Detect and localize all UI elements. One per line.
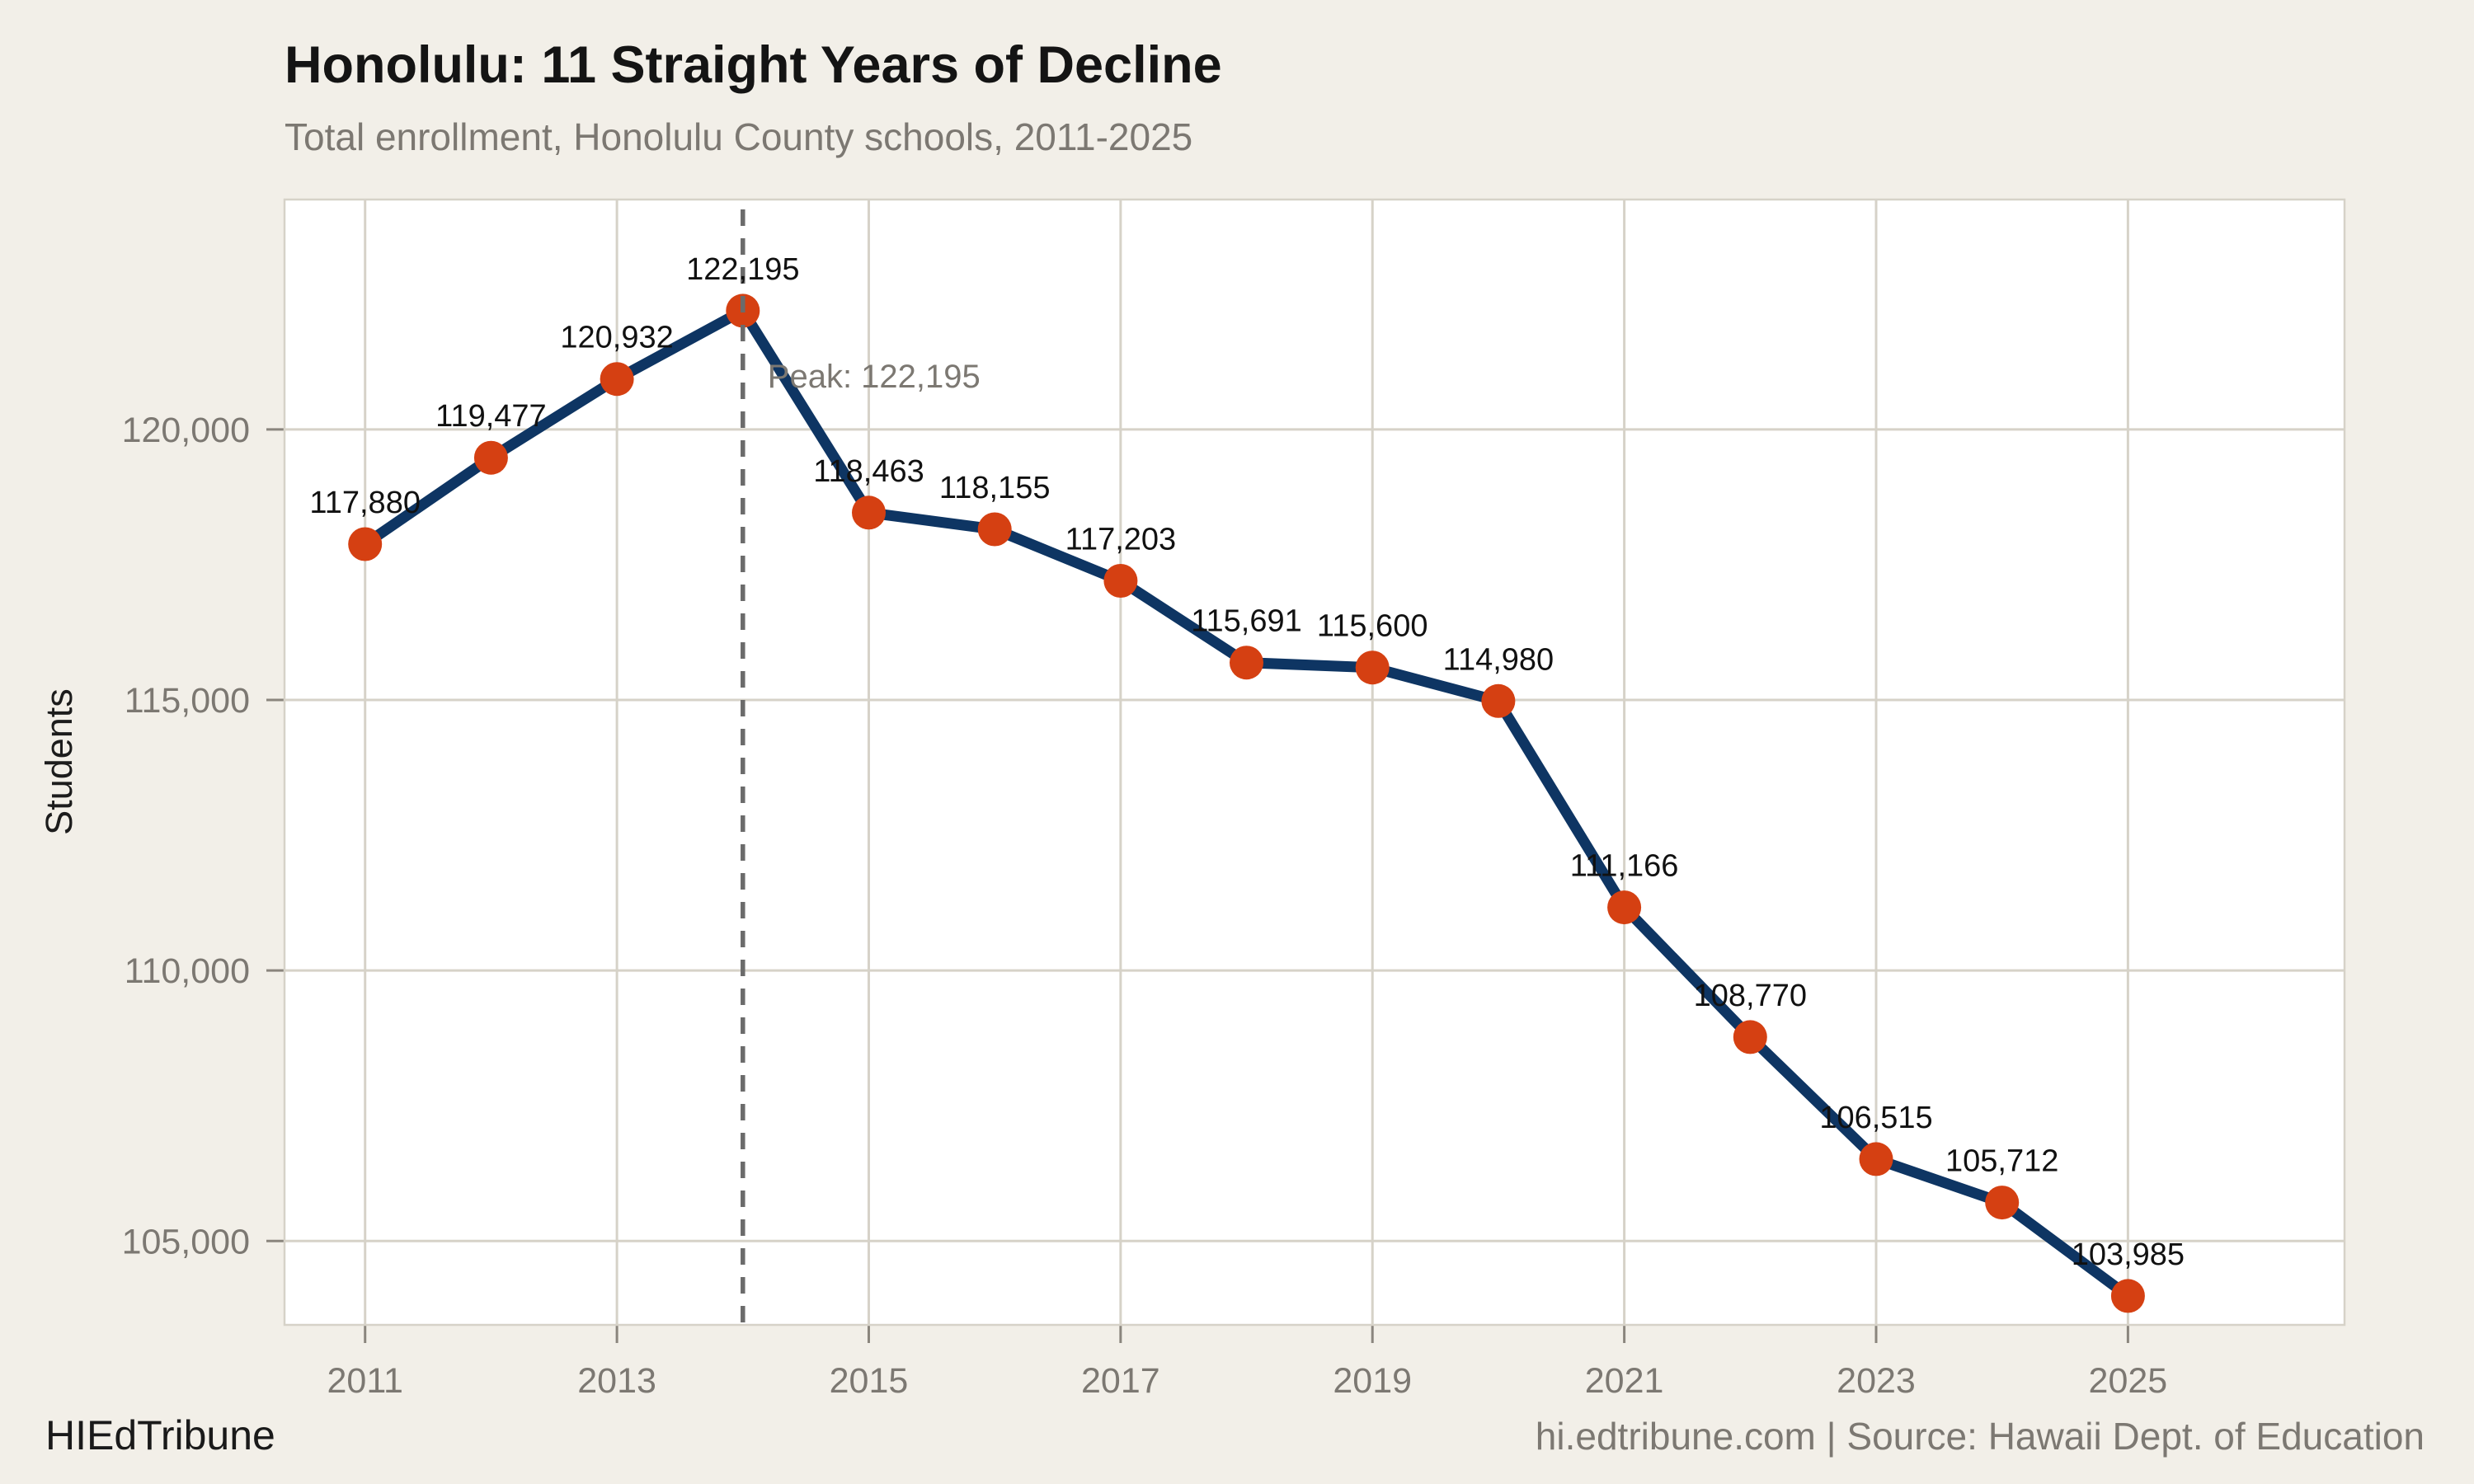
data-point-label: 108,770 xyxy=(1694,979,1807,1013)
data-point-label: 119,477 xyxy=(435,399,547,434)
footer: HIEdTribune hi.edtribune.com | Source: H… xyxy=(45,1411,2425,1459)
data-point-label: 105,712 xyxy=(1945,1144,2058,1179)
brand-text: HIEdTribune xyxy=(45,1412,275,1458)
data-point-label: 118,155 xyxy=(939,471,1051,505)
chart-title: Honolulu: 11 Straight Years of Decline xyxy=(285,36,1222,94)
data-point-marker xyxy=(1355,650,1390,685)
data-point-marker xyxy=(1481,683,1516,718)
x-tick-label: 2011 xyxy=(327,1361,402,1401)
data-point-marker xyxy=(852,495,886,530)
data-point-marker xyxy=(1859,1142,1893,1176)
data-point-label: 117,203 xyxy=(1065,523,1177,557)
data-point-marker xyxy=(1733,1020,1767,1054)
data-point-marker xyxy=(1985,1186,2020,1220)
y-tick-label: 105,000 xyxy=(122,1222,250,1261)
x-tick-label: 2017 xyxy=(1081,1361,1160,1401)
data-point-label: 122,195 xyxy=(686,252,799,287)
data-point-label: 115,600 xyxy=(1317,609,1428,644)
data-point-label: 106,515 xyxy=(1819,1101,1932,1135)
data-point-label: 117,880 xyxy=(309,486,421,520)
data-point-marker xyxy=(348,527,383,561)
data-point-label: 120,932 xyxy=(560,321,673,355)
data-point-marker xyxy=(1103,564,1138,598)
y-tick-label: 110,000 xyxy=(125,951,250,991)
data-point-label: 114,980 xyxy=(1443,642,1554,677)
data-point-marker xyxy=(473,440,508,475)
x-tick-label: 2015 xyxy=(830,1361,909,1401)
data-point-label: 115,691 xyxy=(1191,604,1302,639)
chart-subtitle: Total enrollment, Honolulu County school… xyxy=(285,115,1193,158)
data-point-marker xyxy=(977,512,1012,547)
y-tick-label: 115,000 xyxy=(125,681,250,721)
data-point-label: 118,463 xyxy=(813,454,924,489)
data-point-label: 111,166 xyxy=(1570,849,1679,884)
x-tick-label: 2021 xyxy=(1585,1361,1664,1401)
data-point-label: 103,985 xyxy=(2072,1237,2185,1272)
x-tick-label: 2019 xyxy=(1333,1361,1412,1401)
x-tick-label: 2025 xyxy=(2089,1361,2168,1401)
panel-border xyxy=(283,198,2346,1327)
data-point-marker xyxy=(600,362,634,397)
source-text: hi.edtribune.com | Source: Hawaii Dept. … xyxy=(1535,1415,2425,1458)
data-point-marker xyxy=(1607,890,1642,925)
x-tick-label: 2023 xyxy=(1837,1361,1916,1401)
data-point-marker xyxy=(1230,646,1263,680)
x-tick-label: 2013 xyxy=(577,1361,656,1401)
peak-annotation: Peak: 122,195 xyxy=(768,359,981,395)
data-point-marker xyxy=(2110,1279,2145,1313)
y-tick-label: 120,000 xyxy=(122,411,250,450)
